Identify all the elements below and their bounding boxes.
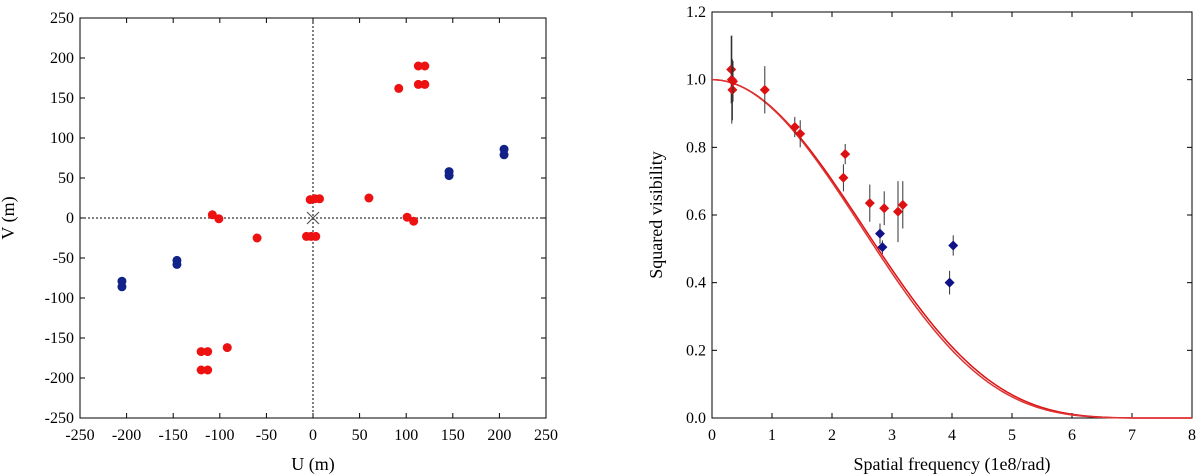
- vis-point-red: [897, 199, 908, 210]
- vis-y-tick-label: 0.8: [686, 139, 706, 156]
- vis-y-tick-label: 1.0: [686, 72, 706, 89]
- vis-point-red: [864, 198, 875, 209]
- uv-x-tick-label: -50: [256, 427, 277, 444]
- vis-point-blue: [875, 228, 885, 239]
- uv-point-red: [222, 343, 232, 353]
- uv-point-red: [203, 347, 213, 357]
- vis-y-tick-label: 1.2: [686, 4, 706, 21]
- vis-point-blue: [944, 277, 955, 288]
- uv-point-red: [420, 61, 430, 71]
- uv-point-red: [409, 216, 419, 226]
- uv-point-red: [207, 210, 217, 220]
- vis-x-tick-label: 7: [1128, 427, 1136, 444]
- uv-x-tick-label: 150: [441, 427, 465, 444]
- uv-y-tick-label: 200: [50, 50, 74, 67]
- uv-y-tick-label: -200: [45, 370, 74, 387]
- vis-y-tick-label: 0.0: [686, 410, 706, 427]
- uv-x-axis-label: U (m): [291, 454, 335, 475]
- vis-point-red: [795, 128, 806, 139]
- uv-y-tick-label: -250: [45, 410, 74, 427]
- uv-y-tick-label: 100: [50, 130, 74, 147]
- uv-y-tick-label: 50: [58, 170, 74, 187]
- vis-x-axis-label: Spatial frequency (1e8/rad): [854, 454, 1051, 475]
- vis-plot-frame: [711, 11, 1193, 419]
- uv-y-tick-label: 0: [66, 210, 74, 227]
- vis-point-red: [789, 122, 800, 133]
- vis-point-red: [726, 64, 737, 75]
- uv-point-red: [413, 79, 423, 89]
- uv-x-tick-label: -200: [112, 427, 141, 444]
- vis-point-red: [759, 84, 770, 95]
- uv-point-blue: [172, 259, 182, 269]
- vis-point-red: [838, 172, 849, 183]
- uv-point-red: [203, 365, 213, 375]
- uv-y-tick-label: 150: [50, 90, 74, 107]
- vis-point-red: [728, 76, 738, 87]
- vis-y-tick-label: 0.2: [686, 342, 706, 359]
- uv-x-tick-label: -150: [159, 427, 188, 444]
- visibility-plot: 0 1 2 3 4 5 6 7 8 0.0 0.2 0.4 0.6 0.8 1.0 1.2 Spatial fr…: [646, 4, 1196, 475]
- uv-point-red: [413, 61, 423, 71]
- vis-x-tick-label: 1: [768, 427, 776, 444]
- uv-point-blue: [499, 150, 509, 160]
- uv-point-red: [214, 214, 224, 224]
- uv-x-tick-label: 250: [534, 427, 558, 444]
- uv-point-blue: [117, 282, 127, 292]
- vis-point-blue: [948, 240, 959, 251]
- uv-y-tick-label: -100: [45, 290, 74, 307]
- uv-x-tick-label: 100: [394, 427, 418, 444]
- uv-point-red: [196, 347, 206, 357]
- uv-point-red: [252, 233, 262, 243]
- uv-point-red: [420, 79, 430, 89]
- uv-point-blue: [444, 171, 454, 181]
- uv-x-tick-label: -100: [205, 427, 234, 444]
- uv-point-red: [196, 365, 206, 375]
- uv-x-tick-label: 200: [487, 427, 511, 444]
- vis-x-tick-label: 2: [828, 427, 836, 444]
- vis-point-red: [879, 203, 890, 214]
- uv-x-tick-label: 0: [309, 427, 317, 444]
- uv-origin-x-marker: [306, 211, 320, 225]
- vis-x-tick-label: 3: [888, 427, 896, 444]
- uv-x-tick-label: 50: [352, 427, 368, 444]
- uv-y-axis-label: V (m): [0, 196, 19, 239]
- uv-point-red: [364, 193, 374, 203]
- vis-x-tick-label: 6: [1068, 427, 1076, 444]
- uv-point-red: [311, 231, 321, 241]
- vis-x-tick-label: 8: [1188, 427, 1196, 444]
- vis-x-tick-label: 4: [948, 427, 956, 444]
- vis-y-tick-label: 0.4: [686, 275, 706, 292]
- vis-y-axis-label: Squared visibility: [646, 151, 666, 279]
- uv-y-tick-label: -150: [45, 330, 74, 347]
- vis-x-tick-label: 0: [708, 427, 716, 444]
- uv-point-red: [402, 212, 412, 222]
- uv-coverage-plot: -250 -200 -150 -100 -50 0 50 100 150 200 250 -250 -2…: [0, 10, 558, 475]
- vis-point-red: [893, 206, 903, 217]
- vis-y-tick-label: 0.6: [686, 207, 706, 224]
- uv-y-tick-label: 250: [50, 10, 74, 27]
- uv-x-tick-label: -250: [65, 427, 94, 444]
- vis-point-blue: [877, 242, 888, 253]
- uv-point-red: [394, 83, 404, 93]
- uv-point-red: [315, 194, 325, 204]
- uv-y-tick-label: -50: [53, 250, 74, 267]
- vis-x-tick-label: 5: [1008, 427, 1016, 444]
- vis-point-red: [840, 149, 851, 160]
- vis-point-red: [727, 84, 738, 95]
